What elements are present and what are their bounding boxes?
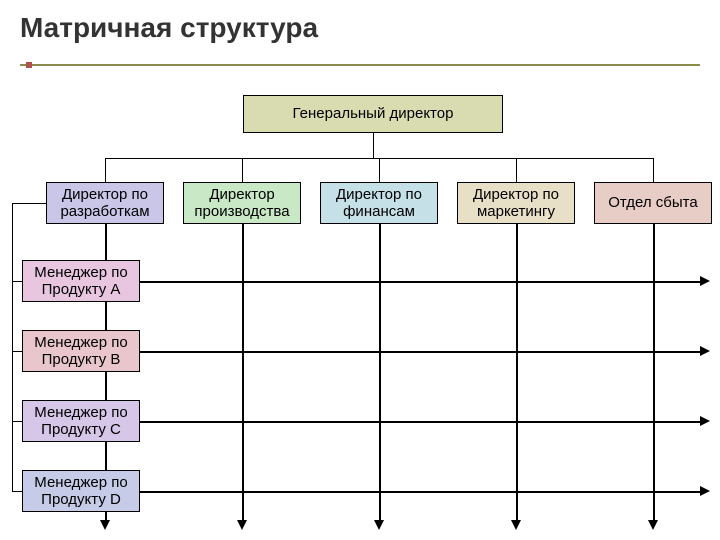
functional-director-box: Директор по разработкам [46,182,164,224]
ceo-box: Генеральный директор [243,95,503,133]
connector-line [140,281,700,283]
arrow-down-icon [648,520,658,530]
title-accent-square [26,62,32,68]
product-manager-box: Менеджер по Продукту С [22,400,140,442]
connector-line [12,491,22,492]
connector-line [12,281,22,282]
product-manager-box: Менеджер по Продукту В [22,330,140,372]
arrow-down-icon [374,520,384,530]
product-manager-box: Менеджер по Продукту D [22,470,140,512]
connector-line [379,224,381,520]
title-area: Матричная структура [20,12,700,66]
connector-line [12,203,13,491]
product-manager-box: Менеджер по Продукту А [22,260,140,302]
functional-director-box-label: Директор производства [188,186,296,221]
functional-director-box: Директор по финансам [320,182,438,224]
connector-line [653,158,654,182]
ceo-box-label: Генеральный директор [293,105,454,122]
connector-line [140,491,700,493]
arrow-down-icon [237,520,247,530]
arrow-right-icon [700,486,710,496]
arrow-right-icon [700,346,710,356]
functional-director-box-label: Отдел сбыта [608,194,697,211]
connector-line [516,224,518,520]
functional-director-box-label: Директор по разработкам [51,186,159,221]
connector-line [140,421,700,423]
connector-line [140,351,700,353]
functional-director-box-label: Директор по маркетингу [462,186,570,221]
product-manager-box-label: Менеджер по Продукту С [27,404,135,439]
connector-line [242,224,244,520]
slide: { "title": "Матричная структура", "color… [0,0,720,540]
product-manager-box-label: Менеджер по Продукту В [27,334,135,369]
product-manager-box-label: Менеджер по Продукту А [27,264,135,299]
arrow-down-icon [100,520,110,530]
connector-line [653,224,655,520]
connector-line [12,421,22,422]
title-underline [20,64,700,66]
connector-line [516,158,517,182]
product-manager-box-label: Менеджер по Продукту D [27,474,135,509]
functional-director-box: Отдел сбыта [594,182,712,224]
functional-director-box: Директор производства [183,182,301,224]
arrow-right-icon [700,276,710,286]
arrow-right-icon [700,416,710,426]
connector-line [379,158,380,182]
connector-line [242,158,243,182]
functional-director-box: Директор по маркетингу [457,182,575,224]
page-title: Матричная структура [20,12,318,43]
arrow-down-icon [511,520,521,530]
connector-line [373,133,374,158]
connector-line [12,351,22,352]
functional-director-box-label: Директор по финансам [325,186,433,221]
